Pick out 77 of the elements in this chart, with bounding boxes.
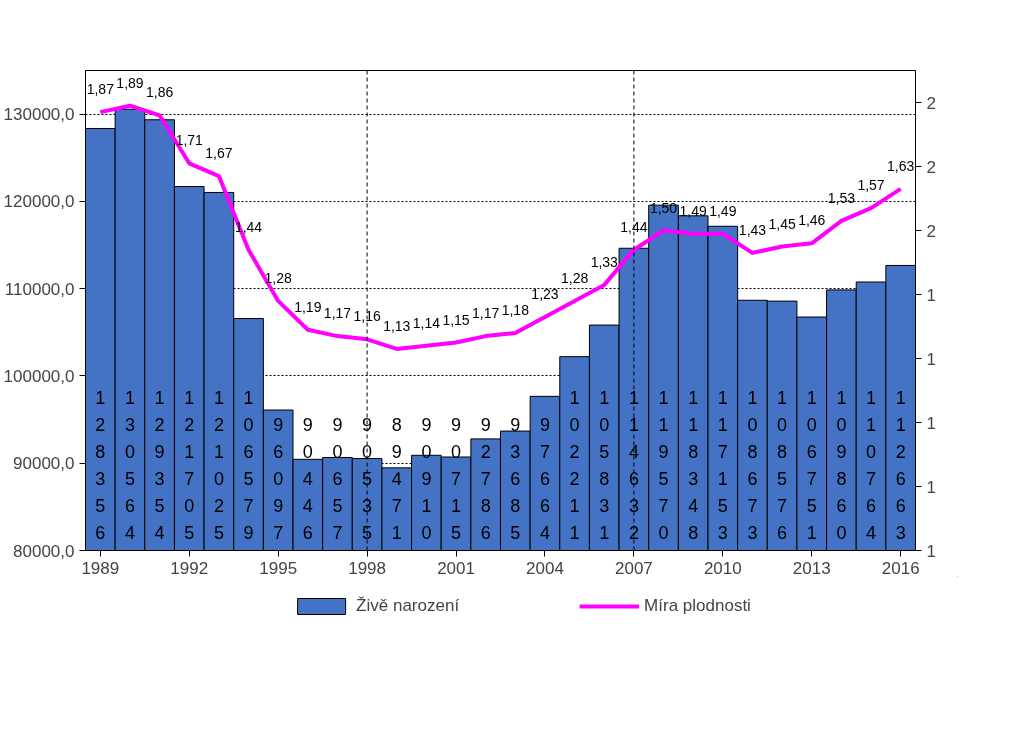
data-label: 1,18 xyxy=(501,301,530,318)
data-label: 105831 xyxy=(599,387,610,543)
x-tick-label: 1998 xyxy=(348,558,387,578)
data-label: 1,46 xyxy=(798,212,826,229)
data-label: 1,49 xyxy=(709,202,737,219)
data-label: 97664 xyxy=(539,414,550,543)
data-label: 1,71 xyxy=(175,132,204,149)
data-label: 114632 xyxy=(628,387,639,543)
y2-tick-label: 2 xyxy=(926,93,936,113)
x-tick-label: 1989 xyxy=(81,558,120,578)
data-label: 106579 xyxy=(243,387,254,543)
data-label: 1,43 xyxy=(738,221,767,238)
data-label: 1,13 xyxy=(383,317,411,334)
y2-tick-label: 1 xyxy=(926,285,936,305)
y2-tick-label: 1 xyxy=(926,349,936,369)
y2-tick-label: 2 xyxy=(926,221,936,241)
data-label: 121705 xyxy=(184,387,195,543)
data-label: 92786 xyxy=(480,414,491,543)
data-label: 128356 xyxy=(95,387,106,543)
data-label: 108673 xyxy=(747,387,758,543)
data-label: 130564 xyxy=(124,387,135,543)
y2-tick-label: 1 xyxy=(926,541,936,561)
data-label: 108576 xyxy=(777,387,788,543)
y-tick-label: 130000,0 xyxy=(3,105,75,125)
data-label: 1,89 xyxy=(116,74,144,91)
data-label: 89471 xyxy=(391,414,402,543)
data-label: 117153 xyxy=(717,387,728,543)
y2-tick-label: 1 xyxy=(926,477,936,497)
x-tick-label: 1992 xyxy=(170,558,209,578)
data-label: 1,49 xyxy=(679,202,708,219)
x-tick-label: 2016 xyxy=(881,558,920,578)
data-label: 1,86 xyxy=(145,84,174,101)
data-label: 109860 xyxy=(836,387,847,543)
x-tick-label: 2010 xyxy=(703,558,742,578)
x-tick-label: 2013 xyxy=(792,558,831,578)
data-label: 90446 xyxy=(302,414,313,543)
data-label: 1,45 xyxy=(768,215,796,232)
data-label: 1,15 xyxy=(442,311,470,328)
data-label: 129354 xyxy=(154,387,165,543)
data-label: 93685 xyxy=(510,414,521,543)
data-label: 102211 xyxy=(569,387,580,543)
legend-label: Míra plodnosti xyxy=(644,596,751,616)
legend-label: Živě narození xyxy=(356,596,460,616)
data-label: 1,67 xyxy=(205,145,233,162)
data-label: 1,16 xyxy=(353,308,381,325)
data-label: 1,23 xyxy=(531,285,559,302)
data-label: 96097 xyxy=(273,414,284,543)
data-label: 112663 xyxy=(895,387,906,543)
data-label: 121025 xyxy=(213,387,224,543)
data-label: 1,63 xyxy=(887,157,915,174)
data-label: 1,28 xyxy=(560,269,589,286)
y-tick-label: 100000,0 xyxy=(3,366,75,386)
y2-tick-label: 2 xyxy=(926,157,936,177)
y-tick-label: 110000,0 xyxy=(4,279,75,299)
x-tick-label: 1995 xyxy=(259,558,298,578)
data-label: 90535 xyxy=(362,414,373,543)
y-tick-label: 90000,0 xyxy=(13,454,75,474)
data-label: 1,19 xyxy=(294,298,322,315)
x-tick-label: 2004 xyxy=(526,558,564,578)
data-label: 1,14 xyxy=(412,314,441,331)
data-label: 1,33 xyxy=(590,253,619,270)
x-tick-label: 2007 xyxy=(614,558,653,578)
y2-tick-label: 1 xyxy=(926,413,936,433)
data-label: 1,57 xyxy=(857,177,885,194)
data-label: 106751 xyxy=(806,387,817,543)
y-tick-label: 80000,0 xyxy=(13,541,75,561)
data-label: 90715 xyxy=(451,414,462,543)
data-label: 118348 xyxy=(688,387,699,543)
data-label: 119570 xyxy=(658,387,669,543)
data-label: 1,87 xyxy=(86,81,115,98)
data-label: 110764 xyxy=(866,387,877,543)
data-label: 1,17 xyxy=(323,305,352,322)
x-tick-label: 2001 xyxy=(437,558,475,578)
data-label: 1,44 xyxy=(620,218,648,235)
y-tick-label: 120000,0 xyxy=(3,192,75,212)
data-label: 1,17 xyxy=(472,305,500,322)
data-label: 1,53 xyxy=(827,189,856,206)
